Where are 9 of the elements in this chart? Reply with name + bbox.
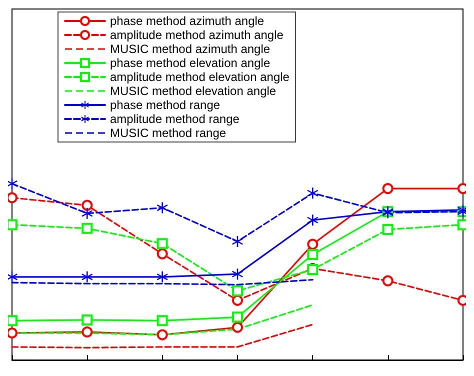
legend-label: amplitude method range	[110, 112, 240, 126]
legend-label: amplitude method azimuth angle	[110, 28, 284, 42]
legend-label: phase method elevation angle	[110, 56, 270, 70]
legend-label: amplitude method elevation angle	[110, 70, 290, 84]
legend-label: MUSIC method elevation angle	[110, 84, 276, 98]
legend-label: MUSIC method range	[110, 126, 226, 140]
legend-label: phase method azimuth angle	[110, 14, 264, 28]
legend-label: phase method range	[110, 98, 220, 112]
legend-label: MUSIC method azimuth angle	[110, 42, 270, 56]
